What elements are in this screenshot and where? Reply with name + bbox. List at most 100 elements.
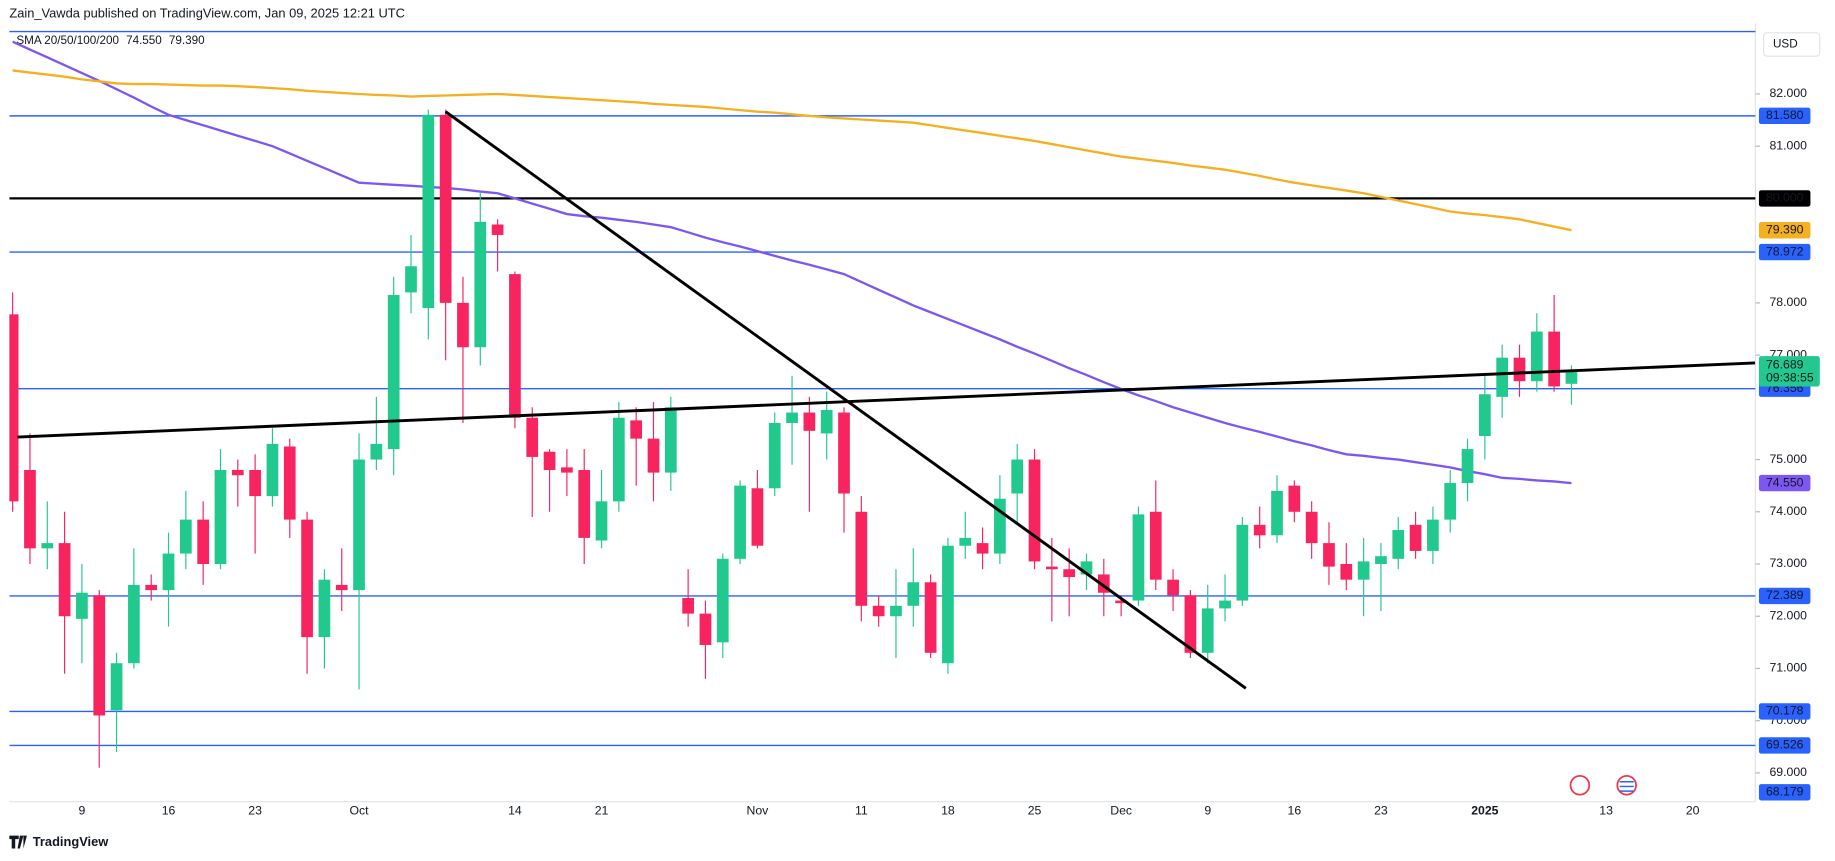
candle-body (370, 443, 383, 460)
candle-body (387, 295, 400, 450)
candle-body (214, 469, 227, 565)
candle-body (890, 605, 902, 617)
x-tick-label: 9 (1204, 803, 1211, 817)
candle-body (1305, 511, 1318, 544)
candle-body (405, 266, 417, 293)
candle-body (162, 553, 175, 591)
candle-body (283, 446, 296, 520)
candle-body (145, 584, 158, 591)
candle-body (786, 412, 798, 423)
candle-body (716, 558, 729, 643)
candle-body (994, 498, 1006, 554)
candle-body (1236, 524, 1249, 601)
event-icon[interactable] (1616, 775, 1637, 796)
last-price-box (1758, 356, 1820, 387)
brand-logo: TradingView (9, 834, 109, 849)
level-label-box (1758, 587, 1811, 605)
x-tick-label: 16 (162, 803, 176, 817)
sma-label: 79.390 (1766, 223, 1804, 237)
level-label-box (1758, 703, 1811, 720)
candle-body (1444, 483, 1457, 520)
candle-body (595, 501, 608, 541)
x-tick-label: 21 (595, 803, 609, 817)
candle-body (110, 663, 123, 711)
y-tick-label: 74.000 (1769, 504, 1807, 518)
countdown: 09:38:55 (1766, 371, 1814, 385)
candle-body (526, 417, 539, 457)
candle-body (1097, 574, 1110, 593)
y-tick-label: 69.000 (1769, 765, 1807, 779)
candle-body (1184, 595, 1197, 653)
x-tick-label: 11 (855, 803, 868, 817)
trendline (17, 361, 1756, 439)
candle-body (1115, 600, 1127, 604)
event-icon[interactable] (1569, 775, 1591, 796)
x-tick-label: Oct (349, 803, 369, 817)
candle-body (24, 469, 36, 549)
level-label-box (1758, 190, 1811, 207)
level-label: 78.972 (1766, 244, 1804, 258)
candle-body (1479, 394, 1491, 437)
candle-body (1045, 566, 1058, 570)
candle-body (664, 407, 677, 473)
candle-body (872, 605, 885, 617)
candle-body (1375, 556, 1387, 565)
brand: TradingView (33, 834, 110, 849)
candle-body (93, 595, 106, 716)
candle-body (612, 417, 625, 502)
candle-body (1080, 561, 1093, 575)
candle-body (751, 488, 764, 546)
x-tick-label: 23 (248, 803, 262, 817)
level-label-box (1758, 107, 1811, 125)
candle-body (699, 613, 712, 645)
x-tick-label: Nov (746, 803, 769, 817)
logo-mark (9, 835, 27, 849)
candle-body (543, 451, 556, 470)
candle-body (1167, 579, 1179, 596)
candle-body (1028, 459, 1041, 562)
level-label-box (1758, 243, 1811, 261)
candle-body (1288, 485, 1301, 512)
candle-body (1530, 331, 1543, 382)
candle-body (734, 485, 746, 559)
event-icons[interactable] (1569, 775, 1637, 796)
y-tick-label: 75.000 (1769, 452, 1807, 466)
plot (9, 40, 1756, 768)
level-label: 80.000 (1766, 191, 1804, 205)
candle-body (318, 579, 331, 638)
currency-box[interactable] (1763, 32, 1821, 57)
candle-body (855, 511, 868, 606)
x-tick-label: 18 (941, 803, 955, 817)
candle-body (1340, 564, 1353, 580)
sma-label-box (1758, 222, 1811, 239)
x-tick-label: 23 (1374, 803, 1388, 817)
candle-body (41, 543, 54, 549)
sma-label-box (1758, 474, 1811, 492)
y-tick-label: 73.000 (1769, 556, 1807, 570)
candle-body (474, 221, 487, 348)
candle-body (1548, 331, 1560, 387)
y-tick-label: 82.000 (1769, 86, 1807, 100)
level-label: 81.580 (1766, 108, 1804, 122)
candle-body (179, 519, 192, 554)
candle-body (959, 537, 972, 546)
x-tick-label: 2025 (1471, 803, 1498, 817)
level-label: 68.179 (1766, 785, 1804, 799)
candle-body (1496, 357, 1509, 397)
candle-body (1392, 530, 1405, 559)
candle-body (231, 469, 244, 476)
candle-body (942, 545, 954, 664)
candle-body (768, 422, 781, 489)
y-tick-label: 78.000 (1769, 295, 1807, 309)
candle-body (1427, 519, 1439, 551)
candle-body (353, 459, 365, 591)
candle-body (509, 274, 521, 418)
y-tick-label: 71.000 (1769, 661, 1807, 675)
candle-body (976, 543, 989, 554)
flag-stripes (1619, 781, 1634, 792)
currency[interactable]: USD (1773, 38, 1798, 51)
candle-body (1271, 490, 1283, 536)
x-tick-label: 13 (1599, 803, 1613, 817)
